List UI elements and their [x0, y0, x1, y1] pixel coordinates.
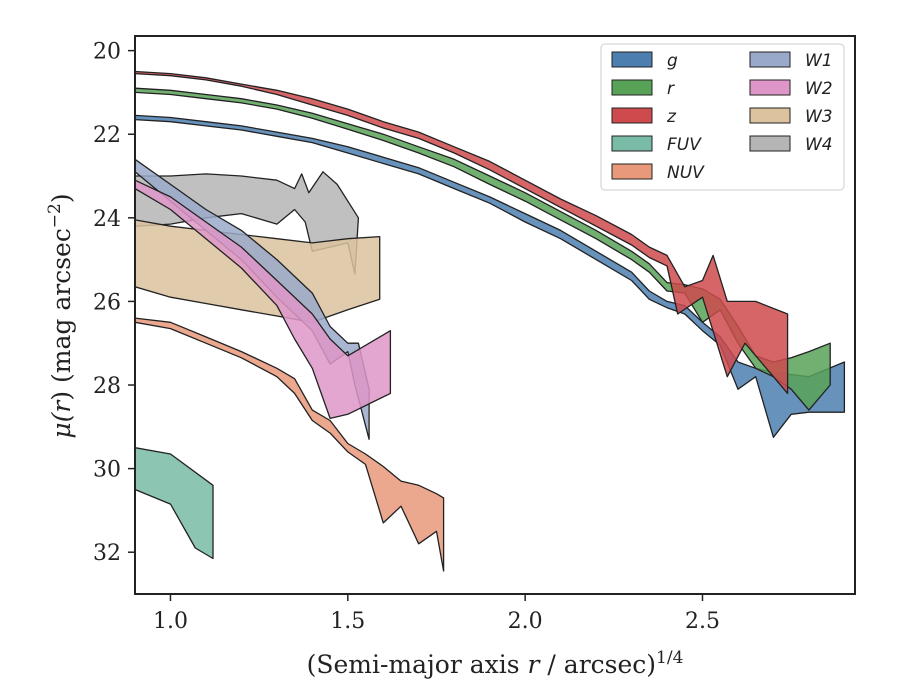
y-tick-label: 24 [93, 207, 121, 232]
legend-label-z: z [666, 107, 677, 127]
legend-label-w1: W1 [805, 51, 833, 71]
legend-label-fuv: FUV [667, 135, 702, 155]
legend-label-w2: W2 [805, 79, 833, 99]
legend-label-r: r [667, 79, 675, 99]
y-tick-label: 20 [93, 40, 121, 65]
y-tick-label: 32 [93, 541, 121, 566]
legend-swatch-z [611, 107, 653, 124]
y-tick-label: 28 [93, 374, 121, 399]
x-tick-label: 2.5 [685, 609, 720, 634]
band-w2 [135, 179, 392, 420]
legend-swatch-w2 [749, 79, 791, 96]
legend: grz FUV NUV W1 W2 W3 W4 [600, 43, 845, 191]
legend-label-w3: W3 [805, 107, 833, 127]
band-fuv [135, 447, 214, 560]
y-axis: 20 22 24 26 28 30 32 [93, 40, 135, 566]
x-tick-label: 2.0 [508, 609, 543, 634]
legend-swatch-g [611, 51, 653, 68]
legend-label-nuv: NUV [667, 163, 705, 183]
legend-swatch-r [611, 79, 653, 96]
legend-swatch-w4 [749, 135, 791, 152]
legend-label-g: g [667, 51, 678, 71]
band-r [135, 87, 831, 411]
x-tick-label: 1.0 [153, 609, 188, 634]
x-tick-label: 1.5 [330, 609, 365, 634]
y-tick-label: 26 [93, 290, 121, 315]
band-nuv [135, 317, 445, 572]
band-g [135, 114, 846, 438]
band-z [135, 70, 789, 395]
y-tick-label: 22 [93, 123, 121, 148]
y-axis-label: μ(r) (mag arcsec−2) [45, 193, 76, 438]
x-axis: 1.0 1.5 2.0 2.5 [153, 594, 720, 634]
series-bands [135, 70, 846, 572]
legend-swatch-fuv [611, 135, 653, 152]
y-tick-label: 30 [93, 458, 121, 483]
legend-swatch-w3 [749, 107, 791, 124]
x-axis-label: (Semi-major axis r / arcsec)1/4 [307, 648, 684, 679]
legend-label-w4: W4 [805, 135, 833, 155]
legend-swatch-w1 [749, 51, 791, 68]
plot-frame [134, 35, 856, 595]
legend-swatch-nuv [611, 163, 653, 180]
